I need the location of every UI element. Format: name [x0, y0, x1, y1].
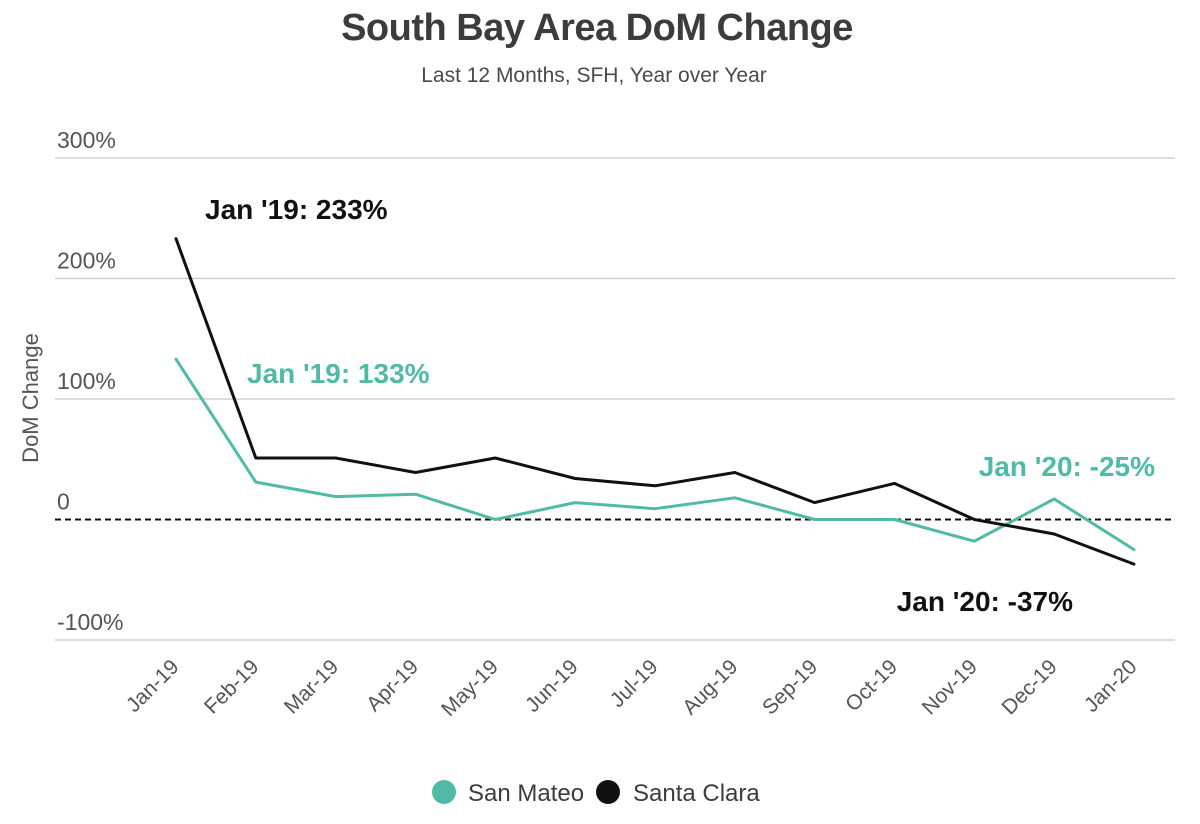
data-point-san-mateo: [492, 517, 498, 523]
data-point-san-mateo: [732, 495, 738, 501]
legend: San Mateo Santa Clara: [432, 780, 760, 807]
y-tick-label: 100%: [57, 368, 116, 394]
annotation-layer: Jan '19: 233% Jan '19: 133% Jan '20: -25% J…: [205, 194, 1155, 617]
data-point-santa-clara: [492, 455, 498, 461]
data-point-san-mateo: [892, 517, 898, 523]
data-point-santa-clara: [173, 236, 179, 242]
y-axis-label: DoM Change: [18, 333, 43, 463]
data-point-santa-clara: [1051, 531, 1057, 537]
data-point-santa-clara: [892, 480, 898, 486]
data-point-san-mateo: [413, 491, 419, 497]
legend-label-san-mateo: San Mateo: [468, 780, 584, 807]
annotation-san-mateo-2: Jan '20: -25%: [979, 451, 1155, 482]
x-tick-label: Apr-19: [362, 655, 423, 716]
data-point-san-mateo: [652, 506, 658, 512]
x-tick-label: Aug-19: [678, 655, 742, 719]
data-point-santa-clara: [652, 483, 658, 489]
x-tick-label: Jan-20: [1080, 655, 1142, 717]
x-tick-labels: Jan-19 Feb-19 Mar-19 Apr-19 May-19 Jun-19 Jul-…: [122, 655, 1142, 721]
data-point-santa-clara: [253, 455, 259, 461]
legend-item-san-mateo[interactable]: San Mateo: [432, 780, 584, 807]
annotation-santa-clara-3: Jan '20: -37%: [897, 586, 1073, 617]
x-tick-label: Dec-19: [998, 655, 1062, 719]
x-tick-label: Jul-19: [606, 655, 663, 712]
annotation-san-mateo-1: Jan '19: 133%: [247, 358, 430, 389]
y-tick-labels: 300% 200% 100% 0 -100%: [57, 127, 123, 635]
chart-subtitle: Last 12 Months, SFH, Year over Year: [421, 64, 767, 87]
data-point-santa-clara: [732, 470, 738, 476]
data-point-san-mateo: [572, 500, 578, 506]
y-tick-label: 0: [57, 489, 70, 515]
legend-item-santa-clara[interactable]: Santa Clara: [596, 780, 760, 807]
data-point-san-mateo: [173, 356, 179, 362]
legend-label-santa-clara: Santa Clara: [633, 780, 760, 807]
legend-marker-san-mateo: [432, 780, 456, 804]
x-tick-label: May-19: [437, 655, 503, 721]
x-tick-label: Jun-19: [521, 655, 583, 717]
data-point-san-mateo: [1051, 496, 1057, 502]
data-point-santa-clara: [971, 517, 977, 523]
series-line-santa-clara: [174, 237, 1136, 566]
data-point-santa-clara: [1131, 561, 1137, 567]
x-tick-label: Jan-19: [122, 655, 184, 717]
data-point-santa-clara: [572, 476, 578, 482]
y-tick-label: -100%: [57, 609, 123, 635]
series-layer: [173, 236, 1137, 567]
data-point-santa-clara: [812, 500, 818, 506]
data-point-santa-clara: [333, 455, 339, 461]
data-point-san-mateo: [1131, 547, 1137, 553]
x-tick-label: Mar-19: [280, 655, 343, 718]
data-point-san-mateo: [333, 494, 339, 500]
annotation-santa-clara-0: Jan '19: 233%: [205, 194, 388, 225]
legend-marker-santa-clara: [596, 780, 620, 804]
x-tick-label: Nov-19: [918, 655, 982, 719]
x-tick-label: Feb-19: [200, 655, 263, 718]
data-point-san-mateo: [971, 538, 977, 544]
data-point-san-mateo: [253, 479, 259, 485]
x-tick-label: Oct-19: [841, 655, 902, 716]
y-tick-label: 300%: [57, 127, 116, 153]
grid-layer: [55, 157, 1175, 641]
data-point-san-mateo: [812, 517, 818, 523]
data-point-santa-clara: [413, 470, 419, 476]
y-tick-label: 200%: [57, 248, 116, 274]
series-line-san-mateo: [174, 357, 1136, 552]
chart-title: South Bay Area DoM Change: [341, 7, 853, 49]
x-tick-label: Sep-19: [758, 655, 822, 719]
